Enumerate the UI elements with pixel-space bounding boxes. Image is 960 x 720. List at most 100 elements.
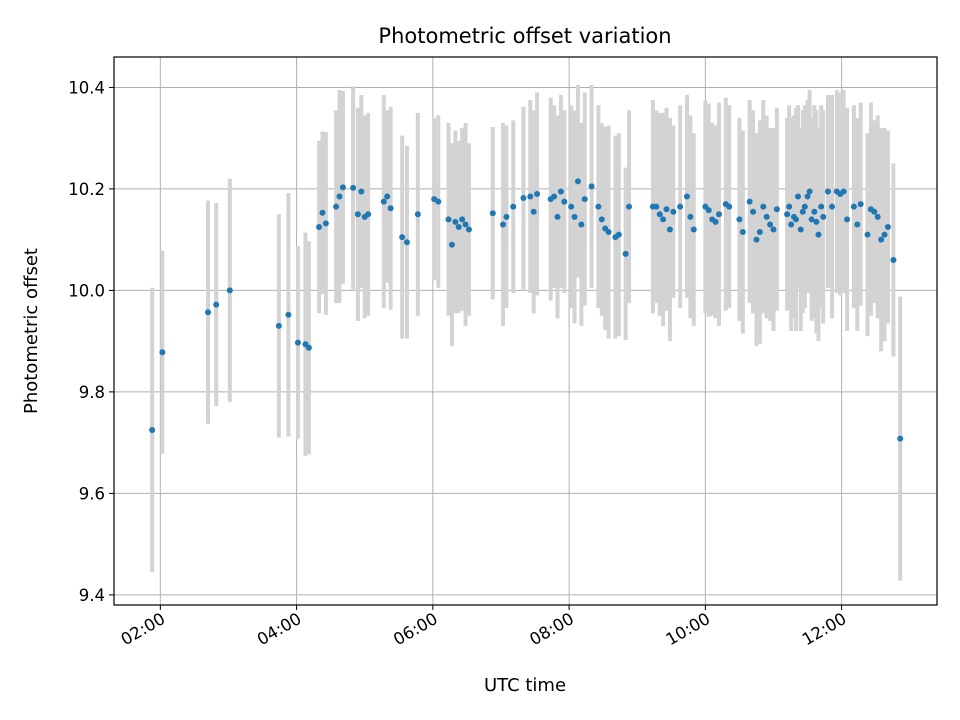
x-tick-label: 08:00 bbox=[526, 609, 577, 649]
data-point bbox=[871, 208, 878, 215]
data-point bbox=[503, 213, 510, 220]
data-point bbox=[881, 231, 888, 238]
data-point bbox=[527, 193, 534, 200]
data-point bbox=[598, 216, 605, 223]
data-point bbox=[808, 216, 815, 223]
data-points bbox=[149, 178, 904, 442]
data-point bbox=[455, 223, 462, 230]
data-point bbox=[788, 221, 795, 228]
data-point bbox=[578, 221, 585, 228]
data-point bbox=[399, 234, 406, 241]
y-tick-label: 9.8 bbox=[79, 383, 105, 402]
data-point bbox=[897, 435, 904, 442]
data-point bbox=[760, 203, 767, 210]
data-point bbox=[213, 301, 220, 308]
data-point bbox=[818, 203, 825, 210]
error-bars bbox=[150, 84, 903, 581]
data-point bbox=[739, 229, 746, 236]
data-point bbox=[792, 216, 799, 223]
data-point bbox=[795, 193, 802, 200]
data-point bbox=[350, 184, 357, 191]
x-tick-label: 06:00 bbox=[390, 609, 441, 649]
data-point bbox=[365, 211, 372, 218]
y-tick-label: 10.4 bbox=[68, 78, 105, 97]
data-point bbox=[571, 213, 578, 220]
data-point bbox=[736, 216, 743, 223]
data-point bbox=[448, 241, 455, 248]
data-point bbox=[462, 221, 469, 228]
data-point bbox=[568, 203, 575, 210]
data-point bbox=[336, 193, 343, 200]
data-point bbox=[712, 218, 719, 225]
data-point bbox=[864, 231, 871, 238]
data-point bbox=[824, 188, 831, 195]
y-tick-label: 10.2 bbox=[68, 180, 105, 199]
data-point bbox=[874, 213, 881, 220]
data-point bbox=[387, 205, 394, 212]
data-point bbox=[840, 188, 847, 195]
data-point bbox=[799, 208, 806, 215]
data-point bbox=[316, 223, 323, 230]
data-point bbox=[884, 223, 891, 230]
data-point bbox=[226, 287, 233, 294]
data-point bbox=[784, 211, 791, 218]
data-point bbox=[844, 216, 851, 223]
y-axis-title: Photometric offset bbox=[21, 248, 42, 414]
data-point bbox=[595, 203, 602, 210]
data-point bbox=[319, 209, 326, 216]
data-point bbox=[756, 229, 763, 236]
data-point bbox=[815, 231, 822, 238]
data-point bbox=[829, 203, 836, 210]
data-point bbox=[786, 203, 793, 210]
data-point bbox=[489, 210, 496, 217]
data-point bbox=[666, 226, 673, 233]
data-point bbox=[500, 221, 507, 228]
data-point bbox=[435, 198, 442, 205]
data-point bbox=[878, 236, 885, 243]
data-point bbox=[663, 206, 670, 213]
data-point bbox=[813, 218, 820, 225]
data-point bbox=[801, 203, 808, 210]
chart-title: Photometric offset variation bbox=[378, 24, 671, 48]
data-point bbox=[414, 211, 421, 218]
data-point bbox=[767, 221, 774, 228]
y-tick-label: 10.0 bbox=[68, 281, 105, 300]
data-point bbox=[820, 213, 827, 220]
data-point bbox=[854, 221, 861, 228]
data-point bbox=[530, 208, 537, 215]
data-point bbox=[149, 426, 156, 433]
data-point bbox=[750, 208, 757, 215]
data-point bbox=[510, 203, 517, 210]
data-point bbox=[554, 213, 561, 220]
x-tick-label: 02:00 bbox=[118, 609, 169, 649]
data-point bbox=[690, 226, 697, 233]
y-axis-ticks: 9.4 9.6 9.8 10.0 10.2 10.4 bbox=[68, 78, 114, 605]
data-point bbox=[677, 203, 684, 210]
data-point bbox=[534, 191, 541, 197]
data-point bbox=[305, 344, 312, 351]
data-point bbox=[551, 193, 558, 200]
data-point bbox=[683, 193, 690, 200]
data-point bbox=[520, 195, 527, 202]
data-point bbox=[159, 349, 166, 356]
data-point bbox=[770, 226, 777, 233]
data-point bbox=[746, 198, 753, 205]
data-point bbox=[333, 203, 340, 210]
data-point bbox=[354, 211, 361, 218]
data-point bbox=[561, 198, 568, 205]
data-point bbox=[811, 208, 818, 215]
data-point bbox=[452, 218, 459, 225]
data-point bbox=[626, 203, 633, 210]
data-point bbox=[804, 193, 811, 200]
data-point bbox=[615, 231, 622, 238]
data-point bbox=[588, 183, 595, 190]
data-point bbox=[773, 206, 780, 213]
data-point bbox=[322, 220, 329, 227]
x-axis-ticks: 02:00 04:00 06:00 08:00 10:00 12:00 bbox=[118, 605, 850, 649]
data-point bbox=[445, 216, 452, 223]
data-point bbox=[384, 193, 391, 200]
data-point bbox=[285, 311, 292, 318]
data-point bbox=[358, 188, 365, 195]
data-point bbox=[403, 239, 410, 246]
data-point bbox=[557, 188, 564, 195]
